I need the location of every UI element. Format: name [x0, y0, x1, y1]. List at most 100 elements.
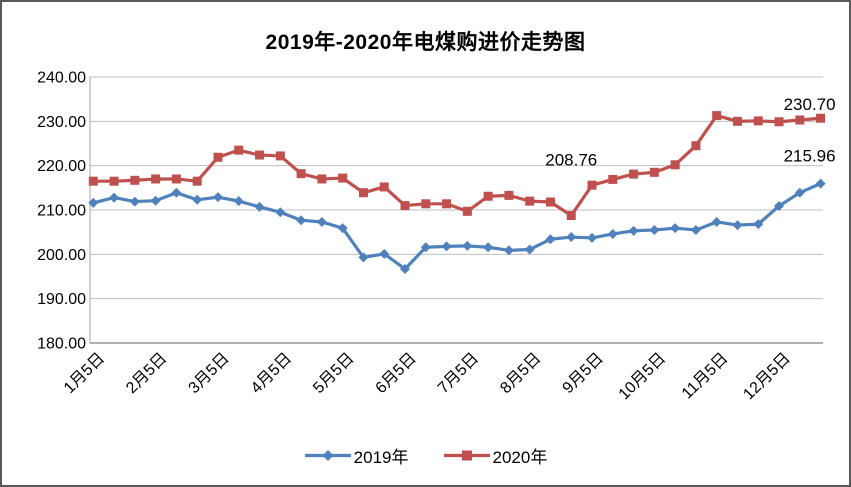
data-point-marker[interactable]: [316, 216, 327, 227]
data-point-marker[interactable]: [816, 113, 826, 123]
x-axis-label: 7月5日: [435, 350, 482, 397]
data-point-marker[interactable]: [753, 116, 763, 126]
data-point-marker[interactable]: [130, 175, 140, 185]
data-point-marker[interactable]: [400, 201, 410, 211]
data-point-marker[interactable]: [504, 190, 514, 200]
x-axis-label: 4月5日: [248, 350, 295, 397]
data-point-marker[interactable]: [670, 160, 680, 170]
data-point-marker[interactable]: [358, 252, 369, 263]
data-point-marker[interactable]: [566, 210, 576, 220]
data-point-marker[interactable]: [296, 215, 307, 226]
legend: 2019年 2020年: [2, 443, 849, 468]
data-point-marker[interactable]: [151, 174, 161, 184]
data-point-marker[interactable]: [649, 167, 659, 177]
data-point-marker[interactable]: [109, 192, 120, 203]
data-point-marker[interactable]: [88, 176, 98, 186]
data-point-marker[interactable]: [629, 169, 639, 179]
data-point-marker[interactable]: [233, 196, 244, 207]
data-label: 215.96: [784, 147, 836, 166]
data-point-marker[interactable]: [628, 225, 639, 236]
data-point-marker[interactable]: [337, 223, 348, 234]
data-point-marker[interactable]: [213, 152, 223, 162]
data-point-marker[interactable]: [795, 115, 805, 125]
data-point-marker[interactable]: [129, 196, 140, 207]
x-axis-label: 5月5日: [310, 350, 357, 397]
chart-title: 2019年-2020年电煤购进价走势图: [265, 31, 586, 54]
data-point-marker[interactable]: [690, 224, 701, 235]
data-point-marker[interactable]: [483, 242, 494, 253]
data-point-marker[interactable]: [670, 223, 681, 234]
data-point-marker[interactable]: [254, 201, 265, 212]
x-axis-label: 6月5日: [373, 350, 420, 397]
x-axis-label: 12月5日: [740, 350, 794, 404]
data-point-marker[interactable]: [192, 194, 203, 205]
data-point-marker[interactable]: [338, 173, 348, 183]
data-point-marker[interactable]: [649, 224, 660, 235]
data-point-marker[interactable]: [545, 197, 555, 207]
data-point-marker[interactable]: [587, 180, 597, 190]
data-point-marker[interactable]: [441, 241, 452, 252]
data-point-marker[interactable]: [379, 248, 390, 259]
data-point-marker[interactable]: [212, 192, 223, 203]
data-point-marker[interactable]: [442, 199, 452, 209]
data-point-marker[interactable]: [753, 219, 764, 230]
data-point-marker[interactable]: [524, 244, 535, 255]
data-point-marker[interactable]: [420, 242, 431, 253]
data-point-marker[interactable]: [774, 117, 784, 127]
data-point-marker[interactable]: [192, 176, 202, 186]
data-point-marker[interactable]: [317, 174, 327, 184]
legend-line-square-icon: [443, 450, 490, 461]
data-point-marker[interactable]: [525, 196, 535, 206]
data-label: 230.70: [784, 95, 836, 114]
data-point-marker[interactable]: [483, 191, 493, 201]
data-point-marker[interactable]: [275, 207, 286, 218]
data-point-marker[interactable]: [607, 228, 618, 239]
data-point-marker[interactable]: [421, 199, 431, 209]
y-axis-label: 190.00: [37, 291, 86, 308]
data-label: 208.76: [545, 150, 597, 169]
data-point-marker[interactable]: [88, 197, 99, 208]
data-point-marker[interactable]: [171, 174, 181, 184]
data-point-marker[interactable]: [545, 234, 556, 245]
data-point-marker[interactable]: [150, 195, 161, 206]
y-axis-label: 210.00: [37, 203, 86, 220]
y-axis-label: 180.00: [37, 336, 86, 353]
data-point-marker[interactable]: [608, 174, 618, 184]
x-axis-label: 10月5日: [616, 350, 670, 404]
data-point-marker[interactable]: [462, 240, 473, 251]
x-axis-label: 2月5日: [123, 350, 170, 397]
legend-item-2020[interactable]: 2020年: [443, 443, 548, 468]
data-point-marker[interactable]: [379, 182, 389, 192]
data-point-marker[interactable]: [109, 176, 119, 186]
data-point-marker[interactable]: [794, 187, 805, 198]
x-axis-label: 9月5日: [560, 350, 607, 397]
data-point-marker[interactable]: [255, 150, 265, 160]
data-point-marker[interactable]: [712, 111, 722, 121]
data-point-marker[interactable]: [691, 141, 701, 151]
legend-label-2020: 2020年: [492, 448, 548, 467]
data-point-marker[interactable]: [815, 178, 826, 189]
data-point-marker[interactable]: [711, 216, 722, 227]
data-point-marker[interactable]: [774, 201, 785, 212]
data-point-marker[interactable]: [358, 188, 368, 198]
data-point-marker[interactable]: [275, 151, 285, 161]
legend-label-2019: 2019年: [353, 448, 409, 467]
x-axis-label: 8月5日: [497, 350, 544, 397]
data-point-marker[interactable]: [587, 232, 598, 243]
y-axis-label: 200.00: [37, 247, 86, 264]
data-point-marker[interactable]: [566, 232, 577, 243]
data-point-marker[interactable]: [462, 206, 472, 216]
data-point-marker[interactable]: [400, 263, 410, 274]
data-point-marker[interactable]: [732, 116, 742, 126]
x-axis-label: 11月5日: [679, 350, 732, 403]
data-point-marker[interactable]: [503, 245, 514, 256]
data-point-marker[interactable]: [296, 169, 306, 179]
data-point-marker[interactable]: [234, 145, 244, 155]
y-axis-label: 220.00: [37, 158, 86, 175]
legend-item-2019[interactable]: 2019年: [304, 443, 409, 468]
series-line-2019年[interactable]: [91, 181, 823, 271]
data-point-marker[interactable]: [171, 187, 182, 198]
data-point-marker[interactable]: [732, 220, 743, 231]
